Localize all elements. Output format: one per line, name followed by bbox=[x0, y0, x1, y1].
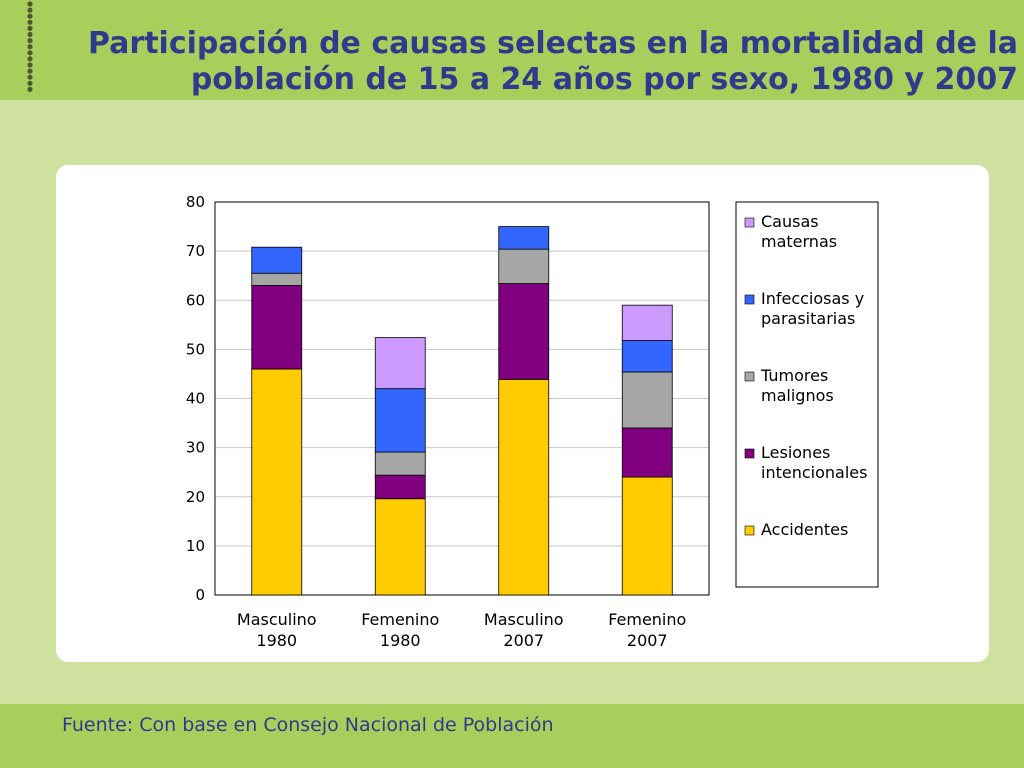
decor-dot bbox=[27, 19, 33, 25]
decor-dot bbox=[27, 68, 33, 74]
decor-dot bbox=[27, 31, 33, 38]
bar-segment bbox=[621, 340, 673, 373]
bar-segment bbox=[374, 451, 426, 476]
decor-dot bbox=[27, 86, 33, 92]
y-tick-label: 20 bbox=[186, 488, 205, 506]
legend-swatch bbox=[744, 525, 755, 536]
legend-label: Accidentes bbox=[761, 520, 848, 539]
bar-segment bbox=[251, 246, 303, 274]
bar-segment bbox=[374, 388, 426, 453]
dotted-decoration bbox=[27, 1, 33, 92]
bar-segment bbox=[621, 476, 673, 596]
legend-box bbox=[735, 201, 879, 588]
decor-dot bbox=[27, 50, 33, 56]
y-tick-label: 50 bbox=[186, 340, 205, 358]
x-tick-label: Masculino bbox=[484, 610, 564, 629]
bar-segment bbox=[251, 285, 303, 370]
bar-segment bbox=[374, 498, 426, 596]
y-tick-label: 40 bbox=[186, 390, 205, 408]
bar-segment bbox=[374, 337, 426, 390]
y-tick-label: 30 bbox=[186, 439, 205, 457]
slide-title: Participación de causas selectas en la m… bbox=[87, 26, 1018, 97]
plot-frame bbox=[214, 201, 710, 596]
bar-segment bbox=[498, 283, 550, 380]
legend-label: Causas bbox=[761, 212, 819, 231]
source-note: Fuente: Con base en Consejo Nacional de … bbox=[62, 714, 554, 736]
x-tick-label: 2007 bbox=[503, 631, 544, 650]
legend-label: malignos bbox=[761, 386, 834, 405]
bar-segment bbox=[498, 248, 550, 284]
bar-segment bbox=[621, 371, 673, 429]
legend-swatch bbox=[744, 448, 755, 459]
x-tick-label: 1980 bbox=[256, 631, 297, 650]
legend-swatch bbox=[744, 294, 755, 305]
decor-dot bbox=[27, 1, 33, 7]
decor-dot bbox=[27, 44, 33, 50]
bar-segment bbox=[251, 368, 303, 596]
bar-segment bbox=[498, 378, 550, 596]
y-tick-label: 60 bbox=[186, 291, 205, 309]
legend-label: Lesiones bbox=[761, 443, 830, 462]
decor-dot bbox=[27, 13, 33, 19]
decor-dot bbox=[27, 38, 33, 44]
y-tick-label: 70 bbox=[186, 242, 205, 260]
stacked-bar-chart: 0 10 20 30 40 50 60 70 80 Masculino 1980 Femenino 19… bbox=[186, 193, 879, 650]
chart-card: 0 10 20 30 40 50 60 70 80 Masculino 1980 Femenino 19… bbox=[56, 165, 989, 662]
decor-dot bbox=[27, 25, 33, 31]
bar-segment bbox=[251, 272, 303, 286]
x-tick-label: Femenino bbox=[608, 610, 686, 629]
decor-dot bbox=[27, 56, 33, 62]
bar-segment bbox=[374, 474, 426, 500]
header-band bbox=[0, 0, 1024, 100]
decor-dot bbox=[27, 7, 33, 13]
legend-label: Infecciosas y bbox=[761, 289, 864, 308]
bar-segment bbox=[498, 226, 550, 250]
legend-swatch bbox=[744, 371, 755, 382]
footer-band bbox=[0, 704, 1024, 768]
y-tick-label: 10 bbox=[186, 537, 205, 555]
x-tick-label: 2007 bbox=[627, 631, 668, 650]
y-tick-label: 0 bbox=[195, 586, 205, 604]
decor-dot bbox=[27, 62, 33, 68]
x-tick-label: Masculino bbox=[237, 610, 317, 629]
y-tick-label: 80 bbox=[186, 193, 205, 211]
legend-label: intencionales bbox=[761, 463, 867, 482]
legend-label: Tumores bbox=[760, 366, 828, 385]
bar-segment bbox=[621, 427, 673, 478]
legend-label: parasitarias bbox=[761, 309, 855, 328]
legend-label: maternas bbox=[761, 232, 837, 251]
bar-segment bbox=[621, 304, 673, 341]
x-tick-label: 1980 bbox=[380, 631, 421, 650]
x-tick-label: Femenino bbox=[361, 610, 439, 629]
legend-swatch bbox=[744, 217, 755, 228]
decor-dot bbox=[27, 80, 33, 86]
decor-dot bbox=[27, 74, 33, 80]
